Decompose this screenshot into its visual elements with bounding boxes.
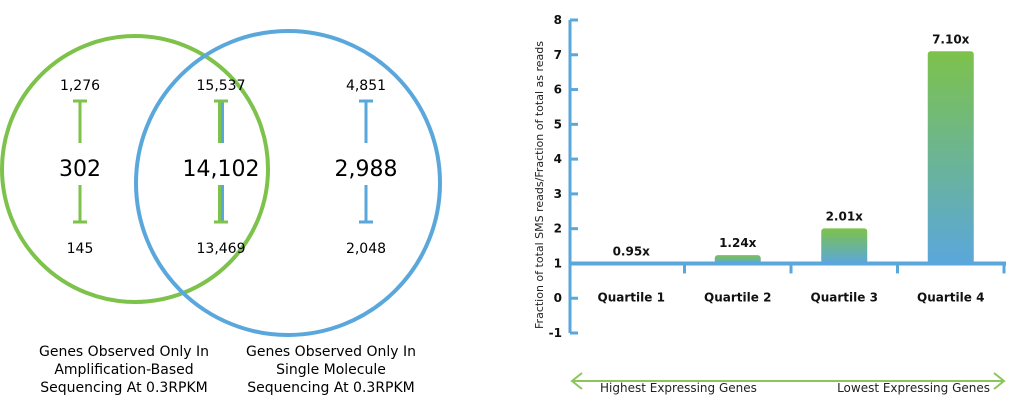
bars [608, 51, 974, 266]
venn-caption-left: Genes Observed Only In Amplification-Bas… [39, 344, 209, 396]
x-category-label: Quartile 3 [811, 290, 878, 304]
right-lower-value: 2,048 [346, 241, 386, 257]
bar-chart: Fraction of total SMS reads/Fraction of … [533, 13, 1006, 395]
y-tick-label: 2 [554, 222, 562, 236]
baseline-axis [570, 261, 1006, 274]
right-count: 2,988 [335, 157, 398, 182]
left-upper-value: 1,276 [60, 78, 100, 94]
y-tick-label: 1 [554, 256, 562, 270]
bar-value-label: 0.95x [613, 244, 651, 258]
venn-overlap: 15,537 14,102 13,469 [183, 78, 260, 257]
y-tick-label: 3 [554, 187, 562, 201]
bar-value-label: 2.01x [826, 209, 864, 223]
caption-right-line-2: Single Molecule [276, 362, 386, 378]
caption-right-line-1: Genes Observed Only In [246, 344, 416, 360]
left-lower-value: 145 [67, 241, 94, 257]
bar-value-label: 7.10x [932, 32, 970, 46]
caption-left-line-1: Genes Observed Only In [39, 344, 209, 360]
expression-arrow: Highest Expressing Genes Lowest Expressi… [570, 372, 1006, 395]
left-count: 302 [59, 157, 101, 182]
bar-labels: 0.95x Quartile 1 1.24x Quartile 2 2.01x Quart… [598, 32, 985, 304]
bar [821, 228, 868, 264]
y-tick-label: 8 [554, 13, 562, 27]
y-tick-label: 5 [554, 117, 562, 131]
y-tick-label: 4 [554, 152, 562, 166]
y-tick-label: -1 [549, 326, 562, 340]
venn-left-only: 1,276 302 145 [59, 78, 101, 257]
x-category-label: Quartile 2 [704, 290, 771, 304]
y-tick-label: 0 [554, 291, 562, 305]
y-axis: -1 0 1 2 3 4 5 6 7 8 [549, 13, 578, 340]
bar [927, 51, 974, 264]
caption-right-line-3: Sequencing At 0.3RPKM [247, 380, 415, 396]
venn-circle-single-molecule [134, 29, 442, 337]
x-category-label: Quartile 1 [598, 290, 665, 304]
right-upper-value: 4,851 [346, 78, 386, 94]
caption-left-line-2: Amplification-Based [54, 362, 193, 378]
venn-caption-right: Genes Observed Only In Single Molecule S… [246, 344, 416, 396]
arrow-left-label: Highest Expressing Genes [600, 381, 757, 395]
venn-diagram: 1,276 302 145 15,537 14,102 13,469 4,851… [0, 29, 442, 396]
bar [714, 255, 761, 264]
y-tick-label: 6 [554, 83, 562, 97]
arrow-right-head-icon [993, 372, 1006, 390]
venn-circle-amplification [0, 34, 270, 304]
y-tick-label: 7 [554, 48, 562, 62]
bar-value-label: 1.24x [719, 236, 757, 250]
venn-right-only: 4,851 2,988 2,048 [335, 78, 398, 257]
overlap-upper-value: 15,537 [197, 78, 246, 94]
arrow-left-head-icon [570, 372, 583, 390]
x-category-label: Quartile 4 [917, 290, 984, 304]
arrow-right-label: Lowest Expressing Genes [837, 381, 990, 395]
y-axis-label: Fraction of total SMS reads/Fraction of … [533, 41, 546, 329]
caption-left-line-3: Sequencing At 0.3RPKM [40, 380, 208, 396]
overlap-count: 14,102 [183, 157, 260, 182]
overlap-lower-value: 13,469 [197, 241, 246, 257]
